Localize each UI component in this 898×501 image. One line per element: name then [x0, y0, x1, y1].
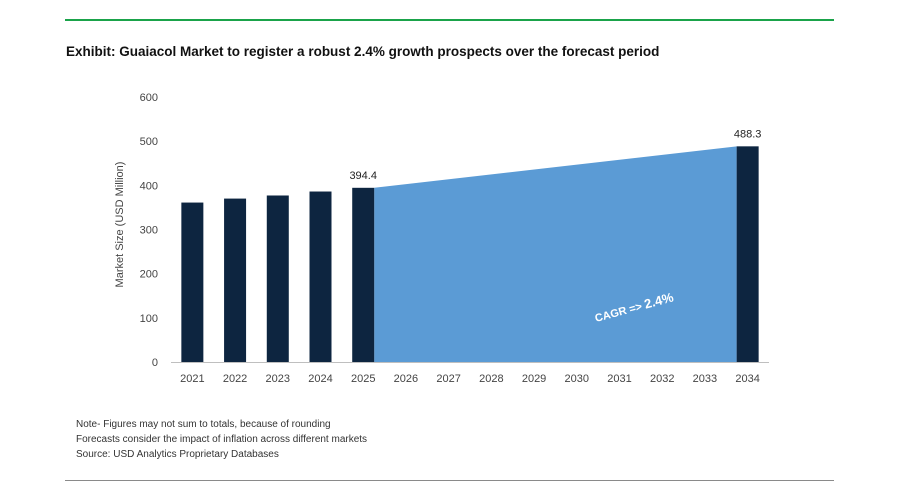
x-tick-label: 2030 — [565, 373, 589, 385]
y-tick-label: 600 — [140, 92, 158, 104]
y-axis-label: Market Size (USD Million) — [114, 162, 126, 288]
data-label-2034: 488.3 — [734, 128, 762, 140]
y-tick-label: 0 — [152, 357, 158, 369]
y-tick-label: 200 — [140, 269, 158, 281]
data-label-2025: 394.4 — [349, 170, 377, 182]
x-tick-label: 2021 — [180, 373, 204, 385]
x-tick-label: 2034 — [735, 373, 759, 385]
y-tick-label: 400 — [140, 180, 158, 192]
x-tick-label: 2031 — [607, 373, 631, 385]
y-tick-label: 500 — [140, 136, 158, 148]
bar-2022 — [224, 198, 247, 362]
bottom-rule — [65, 480, 834, 481]
x-tick-label: 2022 — [223, 373, 247, 385]
x-tick-label: 2025 — [351, 373, 375, 385]
bar-2034 — [736, 146, 759, 362]
x-tick-label: 2029 — [522, 373, 546, 385]
bar-2023 — [266, 195, 289, 362]
chart-notes: Note- Figures may not sum to totals, bec… — [76, 417, 367, 462]
x-tick-label: 2026 — [394, 373, 418, 385]
y-tick-label: 300 — [140, 225, 158, 237]
x-tick-label: 2033 — [693, 373, 717, 385]
x-tick-label: 2024 — [308, 373, 332, 385]
note-source: Source: USD Analytics Proprietary Databa… — [76, 449, 279, 460]
x-tick-label: 2023 — [266, 373, 290, 385]
note-inflation: Forecasts consider the impact of inflati… — [76, 434, 368, 445]
top-accent-rule — [65, 19, 834, 21]
bar-2021 — [181, 202, 204, 362]
forecast-area — [374, 146, 737, 362]
x-tick-label: 2027 — [436, 373, 460, 385]
x-tick-label: 2028 — [479, 373, 503, 385]
chart-title: Exhibit: Guaiacol Market to register a r… — [66, 44, 660, 59]
y-tick-label: 100 — [140, 313, 158, 325]
bar-2025 — [352, 187, 375, 362]
bar-2024 — [309, 191, 332, 362]
plot-area: Market Size (USD Million) 0 100 200 300 400 50… — [114, 92, 769, 385]
x-tick-label: 2032 — [650, 373, 674, 385]
note-rounding: Note- Figures may not sum to totals, bec… — [76, 419, 331, 430]
